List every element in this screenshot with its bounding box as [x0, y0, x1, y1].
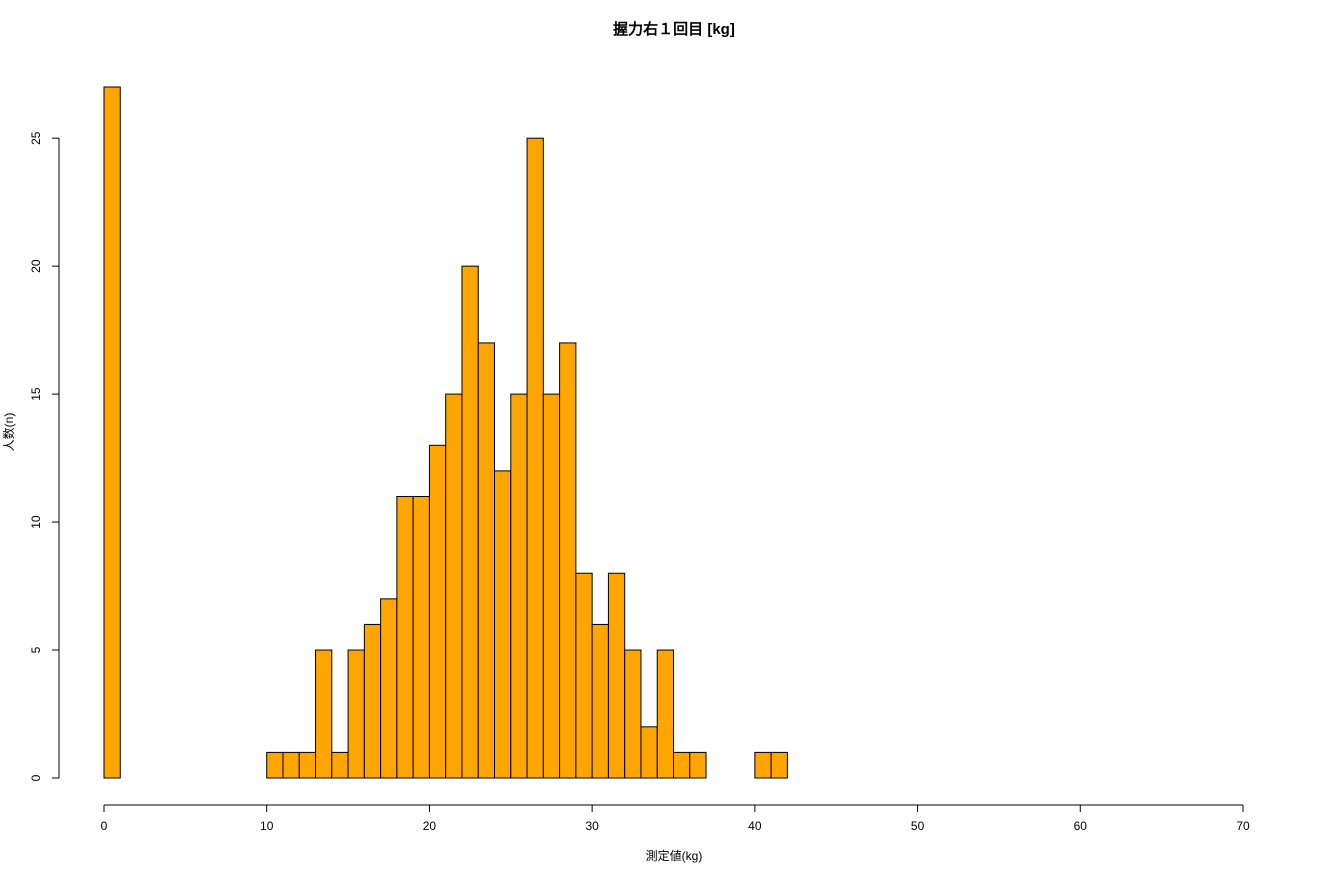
bar [591, 623, 609, 779]
bar [624, 649, 642, 779]
x-tick-label: 0 [101, 819, 108, 833]
x-tick-label: 30 [585, 819, 599, 833]
bar [298, 751, 317, 779]
bar [656, 649, 675, 779]
bar [575, 572, 593, 779]
bar [282, 751, 300, 779]
bar [412, 495, 430, 779]
bar [640, 726, 658, 779]
bar [331, 751, 349, 779]
y-axis-label: 人数(n) [1, 413, 16, 452]
x-axis-label: 測定値(kg) [646, 848, 703, 863]
bar [526, 137, 544, 779]
x-tick-label: 70 [1236, 819, 1250, 833]
bar [494, 470, 512, 779]
x-tick-label: 50 [911, 819, 925, 833]
x-tick-label: 20 [423, 819, 437, 833]
bar [315, 649, 333, 779]
chart-title: 握力右１回目 [kg] [613, 20, 735, 38]
bar [347, 649, 365, 779]
bar [445, 393, 463, 779]
bar [396, 495, 414, 779]
bar [510, 393, 528, 779]
bar [477, 342, 496, 779]
y-tick-label: 5 [29, 646, 43, 653]
bar [607, 572, 626, 779]
bar [754, 751, 772, 779]
y-tick-label: 10 [29, 515, 43, 529]
y-tick-label: 15 [29, 387, 43, 401]
bar [770, 751, 788, 779]
y-tick-label: 25 [29, 131, 43, 145]
bar [103, 86, 121, 779]
x-tick-label: 60 [1074, 819, 1088, 833]
x-tick-label: 40 [748, 819, 762, 833]
bar [380, 598, 398, 779]
bar [673, 751, 691, 779]
y-tick-label: 20 [29, 259, 43, 273]
bar [689, 751, 707, 779]
bar [428, 444, 447, 779]
y-tick-label: 0 [29, 774, 43, 781]
bar [461, 265, 479, 779]
bar [559, 342, 577, 779]
bar [363, 623, 382, 779]
bar [266, 751, 284, 779]
bar [542, 393, 561, 779]
x-tick-label: 10 [260, 819, 274, 833]
